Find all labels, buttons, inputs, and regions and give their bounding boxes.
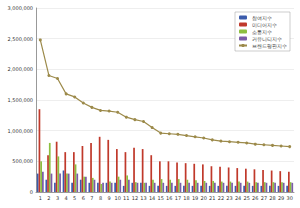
svg-text:1: 1 [39,195,42,201]
svg-text:25: 25 [244,195,250,201]
svg-text:3,000,000: 3,000,000 [8,5,33,11]
svg-text:브랜드평판지수: 브랜드평판지수 [252,43,287,49]
svg-text:2,500,000: 2,500,000 [8,36,33,42]
svg-text:8: 8 [99,195,102,201]
svg-text:27: 27 [261,195,267,201]
svg-text:참여지수: 참여지수 [252,15,272,21]
svg-text:500,000: 500,000 [12,158,33,164]
svg-text:22: 22 [218,195,224,201]
svg-text:4: 4 [65,195,68,201]
svg-text:14: 14 [149,195,155,201]
svg-text:30: 30 [287,195,293,201]
svg-text:6: 6 [82,195,85,201]
svg-text:11: 11 [123,195,129,201]
svg-text:24: 24 [235,195,241,201]
svg-text:19: 19 [192,195,198,201]
svg-text:29: 29 [278,195,284,201]
svg-text:28: 28 [269,195,275,201]
svg-text:2,000,000: 2,000,000 [8,66,33,72]
svg-text:3: 3 [56,195,59,201]
svg-text:5: 5 [73,195,76,201]
svg-text:26: 26 [252,195,258,201]
svg-text:12: 12 [132,195,138,201]
svg-text:2: 2 [47,195,50,201]
svg-text:20: 20 [201,195,207,201]
svg-text:16: 16 [166,195,172,201]
svg-text:소통지수: 소통지수 [252,29,272,35]
svg-text:13: 13 [140,195,146,201]
svg-text:21: 21 [209,195,215,201]
svg-text:10: 10 [115,195,121,201]
svg-text:커뮤니티지수: 커뮤니티지수 [252,36,282,42]
svg-text:7: 7 [90,195,93,201]
svg-text:23: 23 [226,195,232,201]
svg-text:0: 0 [30,189,33,195]
svg-text:15: 15 [158,195,164,201]
svg-text:17: 17 [175,195,181,201]
svg-text:1,000,000: 1,000,000 [8,128,33,134]
svg-text:1,500,000: 1,500,000 [8,97,33,103]
svg-text:미디어지수: 미디어지수 [252,22,277,28]
svg-text:9: 9 [108,195,111,201]
svg-text:18: 18 [183,195,189,201]
